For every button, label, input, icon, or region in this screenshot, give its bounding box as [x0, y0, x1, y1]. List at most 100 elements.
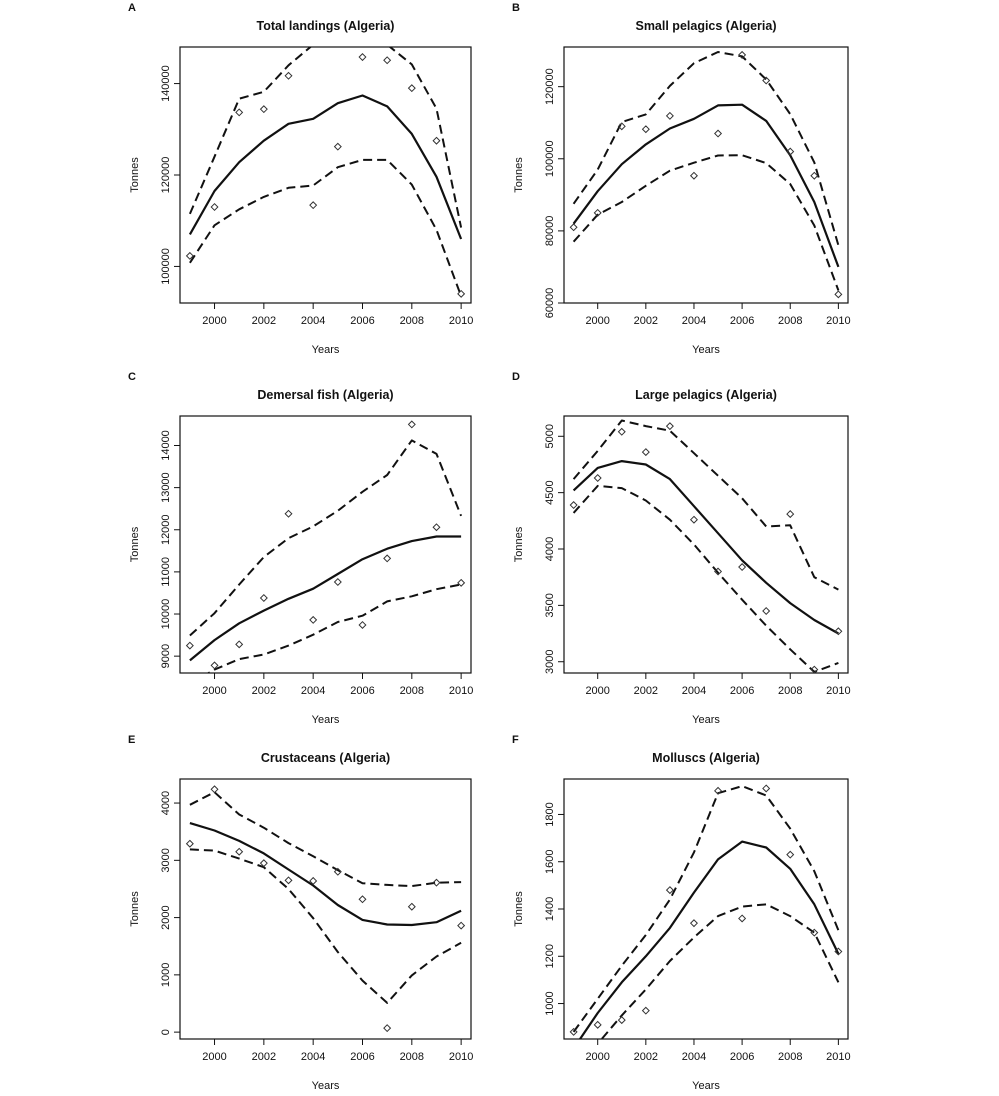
panel-letter: E [128, 734, 135, 746]
x-axis-label: Years [312, 344, 340, 356]
observed-point [786, 147, 795, 156]
observed-point [689, 919, 698, 928]
y-tick-label: 4000 [544, 537, 556, 561]
observed-point [407, 420, 416, 429]
lower-bound-line [189, 158, 463, 297]
x-tick-label: 2004 [682, 1051, 706, 1063]
y-tick-label: 3000 [160, 848, 172, 872]
observed-point [457, 578, 466, 587]
fitted-line [572, 103, 840, 268]
panel-letter: C [128, 371, 136, 383]
x-tick-label: 2002 [634, 685, 658, 697]
y-tick-label: 4000 [160, 791, 172, 815]
observed-point [185, 251, 194, 260]
observed-point [259, 593, 268, 603]
x-tick-label: 2002 [252, 315, 276, 327]
x-tick-label: 2000 [585, 685, 609, 697]
plot-frame [179, 778, 472, 1040]
y-tick-label: 1800 [544, 802, 556, 826]
x-tick-label: 2002 [634, 315, 658, 327]
observed-point [593, 473, 602, 483]
observed-point [617, 427, 626, 436]
upper-bound-line [572, 785, 840, 1033]
upper-bound-line [189, 791, 462, 888]
x-tick-label: 2006 [730, 685, 754, 697]
x-tick-label: 2010 [449, 315, 473, 327]
x-tick-label: 2000 [585, 315, 609, 327]
observed-point [714, 129, 723, 138]
observed-point [762, 76, 771, 85]
observed-point [786, 510, 795, 519]
y-axis-label: Tonnes [513, 157, 525, 193]
y-tick-label: 120000 [544, 68, 556, 105]
x-tick-label: 2002 [634, 1051, 658, 1063]
fitted-line [189, 822, 462, 927]
observed-point [810, 665, 819, 673]
observed-point [665, 111, 674, 120]
x-tick-label: 2002 [252, 1051, 276, 1063]
y-axis-label: Tonnes [513, 526, 525, 562]
x-tick-label: 2008 [778, 1051, 802, 1063]
observed-point [259, 105, 268, 114]
x-axis-label: Years [692, 714, 720, 726]
y-tick-label: 1000 [160, 963, 172, 987]
observed-point [284, 876, 293, 885]
observed-point [383, 554, 392, 563]
plot-frame [179, 415, 472, 674]
observed-point [834, 947, 843, 956]
x-tick-label: 2006 [350, 685, 374, 697]
x-tick-label: 2004 [301, 315, 325, 327]
observed-point [569, 1027, 578, 1036]
y-tick-label: 100000 [160, 248, 172, 285]
x-tick-label: 2004 [682, 685, 706, 697]
observed-point [714, 567, 723, 576]
chart-panel-a: A Total landings (Algeria) Years Tonnes 2000… [128, 2, 473, 356]
observed-point [665, 886, 674, 895]
y-tick-label: 1000 [544, 991, 556, 1015]
observed-point [309, 201, 318, 210]
y-tick-label: 80000 [544, 216, 556, 247]
observed-point [689, 171, 698, 180]
y-tick-label: 60000 [544, 288, 556, 319]
x-tick-label: 2002 [252, 685, 276, 697]
observed-point [235, 847, 244, 856]
observed-point [569, 223, 578, 232]
plot-frame [179, 46, 472, 304]
observed-point [333, 142, 342, 151]
x-tick-label: 2000 [202, 685, 226, 697]
y-tick-label: 120000 [160, 157, 172, 194]
observed-point [641, 448, 650, 457]
chart-panel-e: E Crustaceans (Algeria) Years Tonnes 2000 200… [128, 734, 473, 1092]
observed-point [617, 1016, 626, 1025]
observed-point [810, 928, 819, 937]
observed-point [358, 895, 367, 904]
fitted-line [189, 535, 462, 662]
chart-title: Crustaceans (Algeria) [261, 751, 390, 765]
observed-point [309, 876, 318, 885]
x-axis-label: Years [312, 1080, 340, 1092]
y-tick-label: 3500 [544, 593, 556, 617]
y-tick-label: 1400 [544, 897, 556, 921]
x-tick-label: 2008 [778, 685, 802, 697]
lower-bound-line [206, 583, 462, 673]
observed-point [738, 563, 747, 572]
plot-area [569, 784, 843, 1039]
observed-point [235, 108, 244, 117]
y-tick-label: 1200 [544, 944, 556, 968]
x-tick-label: 2006 [350, 315, 374, 327]
x-axis-label: Years [692, 344, 720, 356]
observed-point [210, 202, 219, 212]
x-tick-label: 2004 [301, 685, 325, 697]
observed-point [407, 84, 416, 93]
observed-point [738, 914, 747, 923]
y-axis-label: Tonnes [129, 526, 141, 562]
upper-bound-line [572, 419, 839, 591]
plot-area [185, 420, 466, 673]
chart-title: Small pelagics (Algeria) [635, 19, 776, 33]
y-tick-label: 2000 [160, 905, 172, 929]
observed-point [333, 867, 342, 876]
chart-panel-d: D Large pelagics (Algeria) Years Tonnes 2000… [512, 371, 851, 726]
panel-letter: A [128, 2, 136, 14]
observed-point [185, 839, 194, 848]
